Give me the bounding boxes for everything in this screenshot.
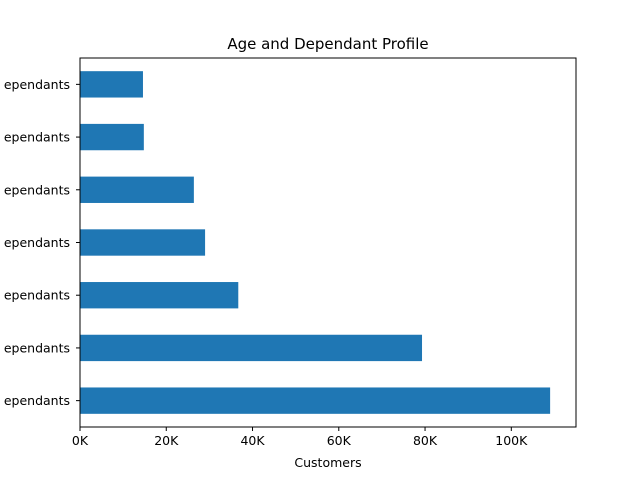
x-tick-label: 80K [413, 433, 438, 448]
bar-7 [80, 71, 143, 98]
bar-3 [80, 282, 239, 309]
x-axis-label: Customers [294, 455, 361, 470]
y-axis-ticks: ependants ependants ependants ependants epen… [4, 77, 80, 408]
bar-4 [80, 229, 206, 256]
y-tick-label: ependants [4, 393, 70, 408]
y-tick-label: ependants [4, 288, 70, 303]
x-axis-ticks: 0K 20K 40K 60K 80K 100K [72, 427, 528, 448]
x-tick-label: 0K [72, 433, 89, 448]
bar-6 [80, 123, 144, 151]
plot-frame [79, 57, 577, 428]
x-tick-label: 20K [154, 433, 179, 448]
y-tick-label: ependants [4, 235, 70, 250]
bar-1 [80, 387, 551, 414]
x-tick-label: 40K [240, 433, 265, 448]
bar-2 [80, 334, 423, 362]
bar-5 [80, 176, 194, 203]
y-tick-label: ependants [4, 340, 70, 355]
x-tick-label: 60K [327, 433, 352, 448]
chart-title: Age and Dependant Profile [227, 35, 428, 53]
y-tick-label: ependants [4, 77, 70, 92]
x-tick-label: 100K [495, 433, 528, 448]
y-tick-label: ependants [4, 182, 70, 197]
bars-layer [80, 71, 551, 414]
y-tick-label: ependants [4, 130, 70, 145]
